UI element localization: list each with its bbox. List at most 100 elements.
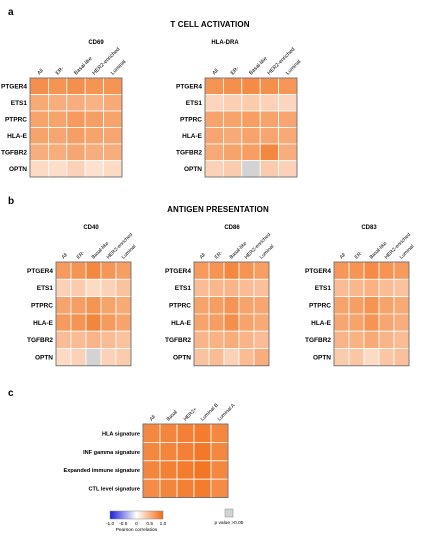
heatmap-cd86-cell-optn-luminal (253, 348, 270, 367)
heatmap-hla-dra-cell-ets1-all (204, 94, 224, 112)
heatmap-cd86-cell-ets1-all (193, 278, 210, 297)
heatmap-signatures-cell-hla-signature-luminal-a (210, 423, 229, 443)
heatmap-cd83-cell-ets1-all (333, 278, 350, 297)
heatmap-cd83-cell-hla-e-all (333, 313, 350, 332)
heatmap-cd86-column-label-all: All (199, 252, 207, 260)
heatmap-cd83-cell-optn-her2-enriched (378, 348, 395, 367)
heatmap-cd83-cell-ets1-er (348, 278, 365, 297)
heatmap-cd83-cell-tgfbr2-her2-enriched (378, 330, 395, 349)
heatmap-signatures-border (142, 423, 229, 498)
heatmap-hla-dra-cell-hla-e-basal-like (241, 127, 261, 145)
heatmap-cd69-cell-hla-e-luminal (103, 127, 123, 145)
heatmap-cd40-cell-ptger4-luminal (115, 261, 132, 280)
heatmap-hla-dra-cell-ptger4-er (222, 77, 243, 95)
heatmap-cd40-cell-hla-e-basal-like (85, 313, 102, 332)
heatmap-cd69-cell-ptprc-luminal (103, 110, 123, 128)
heatmap-hla-dra-cell-hla-e-er (222, 127, 243, 145)
heatmap-cd40-cell-ets1-er (70, 278, 87, 297)
legend-gradient-bar (109, 510, 164, 520)
heatmap-hla-dra-cell-ptprc-basal-like (241, 110, 261, 128)
heatmap-cd69-row-label-tgfbr2: TGFBR2 (1, 149, 27, 156)
heatmap-cd69-row-label-ets1: ETS1 (11, 100, 28, 107)
heatmap-cd86-row-label-hla-e: HLA-E (171, 320, 192, 327)
heatmap-cd69-column-label-er: ER- (55, 66, 66, 77)
heatmap-cd83-title: CD83 (361, 225, 377, 231)
heatmap-cd69-cell-tgfbr2-er (48, 143, 68, 161)
heatmap-cd86-cell-ptger4-luminal (253, 261, 270, 280)
heatmap-signatures-cell-inf-gamma-signature-luminal-b (193, 441, 212, 462)
heatmap-cd69-cell-hla-e-her2-enriched (84, 127, 104, 145)
heatmap-cd40-cell-tgfbr2-er (70, 330, 87, 349)
heatmap-cd83-row-label-hla-e: HLA-E (311, 320, 332, 327)
heatmap-hla-dra-row-label-ptprc: PTPRC (180, 116, 202, 123)
heatmap-signatures-cell-ctl-level-signature-basal (159, 478, 178, 499)
heatmap-cd83-cell-ptger4-basal-like (363, 261, 380, 280)
heatmap-cd69-border (29, 77, 123, 178)
heatmap-cd83-cell-ptprc-all (333, 296, 350, 315)
heatmap-cd83-cell-ets1-basal-like (363, 278, 380, 297)
heatmap-cd40-cell-optn-er (70, 348, 87, 367)
heatmap-cd83-cell-ets1-her2-enriched (378, 278, 395, 297)
heatmap-cd83-cell-ptprc-er (348, 296, 365, 315)
heatmap-cd40-column-label-er: ER- (76, 250, 87, 261)
heatmap-signatures-cell-expanded-immune-signature-all (142, 460, 161, 480)
heatmap-hla-dra-cell-tgfbr2-basal-like (241, 143, 261, 161)
heatmap-cd86-cell-ets1-luminal (253, 278, 270, 297)
heatmap-cd69-cell-tgfbr2-all (29, 143, 49, 161)
heatmap-cd40-cell-ptprc-all (55, 296, 72, 315)
heatmap-signatures-cell-hla-signature-luminal-b (193, 423, 212, 443)
heatmap-cd69-cell-optn-luminal (103, 160, 123, 178)
panel-letter-c: c (8, 388, 14, 399)
heatmap-cd69-cell-ptger4-basal-like (66, 77, 86, 95)
heatmap-hla-dra-cell-ptger4-her2-enriched (259, 77, 280, 95)
heatmap-cd69-cell-hla-e-er (48, 127, 68, 145)
heatmap-cd83-row-label-ets1: ETS1 (315, 285, 332, 292)
heatmap-hla-dra-title: HLA-DRA (211, 40, 239, 46)
heatmap-hla-dra-cell-ets1-er (222, 94, 243, 112)
heatmap-cd69-cell-tgfbr2-her2-enriched (84, 143, 104, 161)
heatmap-cd83-cell-hla-e-her2-enriched (378, 313, 395, 332)
heatmap-signatures-cell-ctl-level-signature-luminal-a (210, 478, 229, 499)
heatmap-cd69-cell-ets1-luminal (103, 94, 123, 112)
heatmap-cd69-cell-ptger4-luminal (103, 77, 123, 95)
legend-tick-3: 0.5 (146, 521, 153, 527)
heatmap-signatures-cell-expanded-immune-signature-basal (159, 460, 178, 480)
heatmap-signatures-cell-inf-gamma-signature-all (142, 441, 161, 462)
heatmap-signatures-cell-ctl-level-signature-her2 (176, 478, 195, 499)
heatmap-cd86-cell-ptger4-all (193, 261, 210, 280)
legend-ns-label: p value >0.05 (215, 520, 244, 526)
heatmap-cd86-column-label-er: ER- (214, 250, 225, 261)
heatmap-hla-dra-cell-ets1-basal-like (241, 94, 261, 112)
heatmap-cd40-cell-tgfbr2-all (55, 330, 72, 349)
heatmap-signatures-cell-expanded-immune-signature-her2 (176, 460, 195, 480)
heatmap-cd40-cell-ptprc-her2-enriched (100, 296, 117, 315)
legend-ns-swatch (224, 508, 234, 518)
heatmap-cd86-cell-ptprc-basal-like (223, 296, 240, 315)
heatmap-cd40-cell-hla-e-her2-enriched (100, 313, 117, 332)
heatmap-cd86-cell-hla-e-er (208, 313, 225, 332)
heatmap-hla-dra-cell-hla-e-her2-enriched (259, 127, 280, 145)
heatmap-cd69-row-label-hla-e: HLA-E (7, 133, 28, 140)
heatmap-cd86-cell-tgfbr2-her2-enriched (238, 330, 255, 349)
heatmap-cd83-cell-ptger4-luminal (393, 261, 410, 280)
heatmap-cd83-row-label-tgfbr2: TGFBR2 (305, 337, 331, 344)
heatmap-signatures-cell-hla-signature-basal (159, 423, 178, 443)
heatmap-hla-dra-cell-ptger4-luminal (278, 77, 298, 95)
heatmap-cd86-cell-optn-basal-like (223, 348, 240, 367)
heatmap-cd86-cell-tgfbr2-all (193, 330, 210, 349)
heatmap-cd40-cell-ets1-all (55, 278, 72, 297)
heatmap-cd69-cell-ptprc-her2-enriched (84, 110, 104, 128)
heatmap-cd69-cell-tgfbr2-basal-like (66, 143, 86, 161)
heatmap-hla-dra-cell-optn-luminal (278, 160, 298, 178)
heatmap-cd69-cell-optn-basal-like (66, 160, 86, 178)
heatmap-hla-dra-cell-optn-basal-like (241, 160, 261, 178)
heatmap-cd69-column-label-basal-like: Basal-like (73, 56, 94, 77)
heatmap-cd83-row-label-optn: OPTN (313, 354, 331, 361)
heatmap-cd69-cell-ptger4-her2-enriched (84, 77, 104, 95)
heatmap-cd69-cell-ptprc-all (29, 110, 49, 128)
